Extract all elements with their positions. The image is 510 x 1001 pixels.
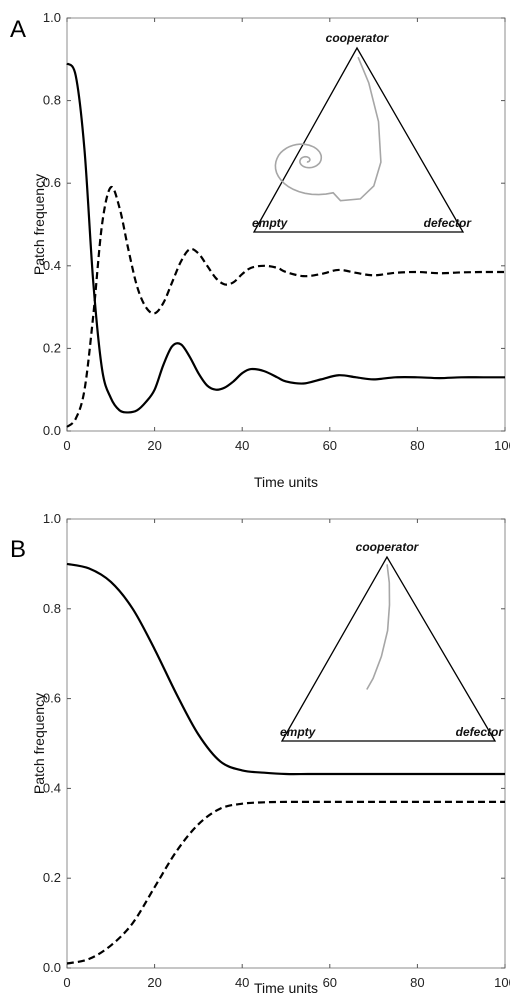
simplex-trajectory <box>366 564 391 690</box>
y-tick-label: 0.6 <box>43 175 61 190</box>
series-line-solid <box>66 62 505 414</box>
x-tick-label: 20 <box>147 438 161 453</box>
vertex-label-right: defector <box>424 216 473 230</box>
x-axis-label: Time units <box>254 980 318 996</box>
panel-letter: B <box>10 536 26 563</box>
chart-panel-a: A 0.0 0.2 0.4 0.6 0.8 1.0 0 20 40 60 80 100 Time unit… <box>10 10 510 490</box>
x-tick-label: 0 <box>63 975 70 990</box>
chart-panel-b: B 0.0 0.2 0.4 0.6 0.8 1.0 0 20 40 60 80 100 Time unit… <box>10 511 510 996</box>
simplex-triangle <box>280 555 497 742</box>
y-tick-label: 0.4 <box>43 258 61 273</box>
series-line-solid <box>66 562 505 776</box>
x-tick-label: 40 <box>235 438 249 453</box>
y-tick-label: 0.2 <box>43 340 61 355</box>
vertex-label-top: cooperator <box>326 31 390 45</box>
y-axis-label: Patch frequency <box>31 693 47 794</box>
x-tick-label: 20 <box>147 975 161 990</box>
x-tick-label: 60 <box>323 438 337 453</box>
vertex-label-left: empty <box>280 725 317 739</box>
simplex-trajectory <box>274 56 382 202</box>
vertex-label-top: cooperator <box>356 540 420 554</box>
plot-frame <box>66 518 506 969</box>
y-tick-label: 0.2 <box>43 870 61 885</box>
vertex-label-left: empty <box>252 216 289 230</box>
series-line-dashed <box>66 185 506 428</box>
plot-frame <box>66 17 506 432</box>
x-axis-label: Time units <box>254 474 318 490</box>
y-tick-label: 0.4 <box>43 780 61 795</box>
y-tick-label: 0.0 <box>43 423 61 438</box>
x-tick-label: 80 <box>410 438 424 453</box>
y-tick-label: 0.6 <box>43 691 61 706</box>
vertex-label-right: defector <box>456 725 505 739</box>
y-tick-label: 1.0 <box>43 511 61 526</box>
y-axis-label: Patch frequency <box>31 174 47 275</box>
y-tick-label: 1.0 <box>43 10 61 25</box>
y-tick-label: 0.8 <box>43 601 61 616</box>
series-line-dashed <box>66 800 505 965</box>
x-tick-label: 100 <box>494 438 510 453</box>
y-tick-label: 0.8 <box>43 93 61 108</box>
simplex-triangle <box>252 46 465 233</box>
panel-letter: A <box>10 16 26 43</box>
x-tick-label: 100 <box>494 975 510 990</box>
y-tick-label: 0.0 <box>43 960 61 975</box>
x-tick-label: 60 <box>323 975 337 990</box>
x-tick-label: 0 <box>63 438 70 453</box>
x-tick-label: 40 <box>235 975 249 990</box>
x-tick-label: 80 <box>410 975 424 990</box>
